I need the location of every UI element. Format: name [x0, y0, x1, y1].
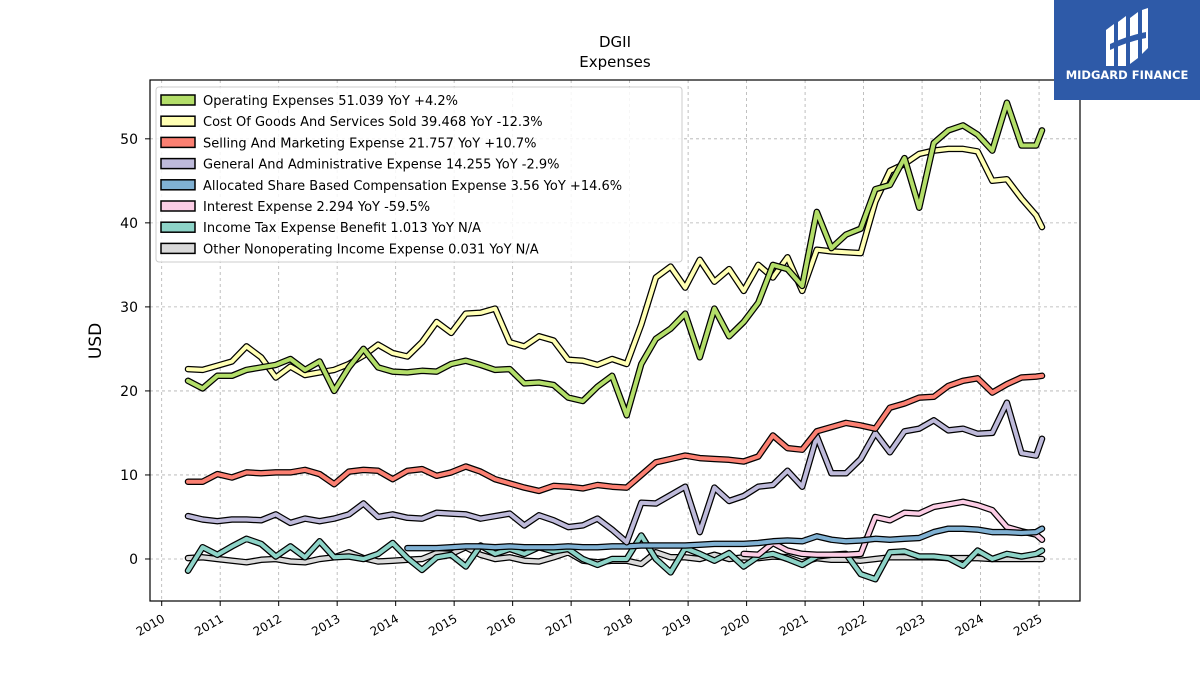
x-tick-label: 2025	[1011, 611, 1044, 638]
legend[interactable]: Operating Expenses 51.039 YoY +4.2% Cost …	[155, 86, 683, 263]
series-line-selling-and-marketing-expense	[186, 373, 1044, 493]
x-tick-label: 2019	[660, 611, 693, 638]
legend-entry-label: Other Nonoperating Income Expense 0.031 …	[203, 242, 539, 257]
legend-swatch	[160, 94, 196, 106]
legend-entry-label: General And Administrative Expense 14.25…	[203, 158, 560, 173]
midgard-finance-logo: MIDGARD FINANCE	[1054, 0, 1200, 100]
series-outline-interest-expense	[740, 498, 1046, 559]
legend-entry-label: Income Tax Expense Benefit 1.013 YoY N/A	[203, 221, 481, 236]
x-tick-label: 2013	[309, 611, 342, 638]
series-line-interest-expense	[741, 499, 1044, 557]
chart-title: DGII	[599, 33, 631, 51]
legend-entry-label: Interest Expense 2.294 YoY -59.5%	[203, 200, 430, 215]
x-tick-label: 2017	[543, 611, 576, 638]
y-tick-label: 0	[129, 552, 138, 568]
x-tick-label: 2023	[894, 611, 927, 638]
x-tick-label: 2011	[192, 611, 225, 638]
x-tick-label: 2022	[836, 611, 869, 638]
plot-area-frame	[149, 79, 1081, 602]
x-tick-label: 2015	[426, 611, 459, 638]
x-tick-label: 2012	[251, 611, 284, 638]
y-tick-label: 50	[120, 132, 138, 148]
legend-entry-label: Allocated Share Based Compensation Expen…	[203, 179, 622, 194]
series-line-allocated-share-based-compensation-expense	[405, 526, 1044, 551]
y-tick-label: 10	[120, 468, 138, 484]
y-tick-label: 30	[120, 300, 138, 316]
series-line-operating-expenses	[186, 100, 1044, 418]
x-tick-label: 2018	[602, 611, 635, 638]
x-tick-label: 2024	[953, 611, 986, 638]
legend-swatch	[160, 179, 196, 191]
series-line-general-and-administrative-expense	[186, 400, 1044, 545]
x-tick-label: 2020	[719, 611, 752, 638]
series-line-income-tax-expense-benefit	[186, 533, 1044, 582]
logo-text: MIDGARD FINANCE	[1065, 68, 1189, 82]
legend-swatch	[160, 200, 196, 212]
legend-entry-label: Operating Expenses 51.039 YoY +4.2%	[203, 94, 458, 109]
series-lines	[184, 99, 1046, 583]
legend-swatch	[160, 136, 196, 149]
legend-swatch	[160, 115, 196, 127]
legend-entry-label: Selling And Marketing Expense 21.757 YoY…	[203, 136, 537, 151]
x-tick-label: 2010	[134, 611, 167, 638]
y-axis-label: USD	[86, 323, 106, 359]
legend-entry-label: Cost Of Goods And Services Sold 39.468 Y…	[203, 115, 543, 130]
midgard-logo-icon	[1106, 8, 1148, 66]
x-tick-label: 2021	[777, 611, 810, 638]
legend-swatch	[160, 157, 196, 170]
y-tick-label: 40	[120, 216, 138, 232]
legend-swatch	[160, 242, 196, 255]
chart-subtitle: Expenses	[579, 53, 651, 71]
legend-swatch	[160, 221, 196, 233]
legend-box	[155, 86, 683, 263]
y-tick-label: 20	[120, 384, 138, 400]
x-tick-label: 2014	[368, 611, 401, 638]
x-tick-label: 2016	[485, 611, 518, 638]
